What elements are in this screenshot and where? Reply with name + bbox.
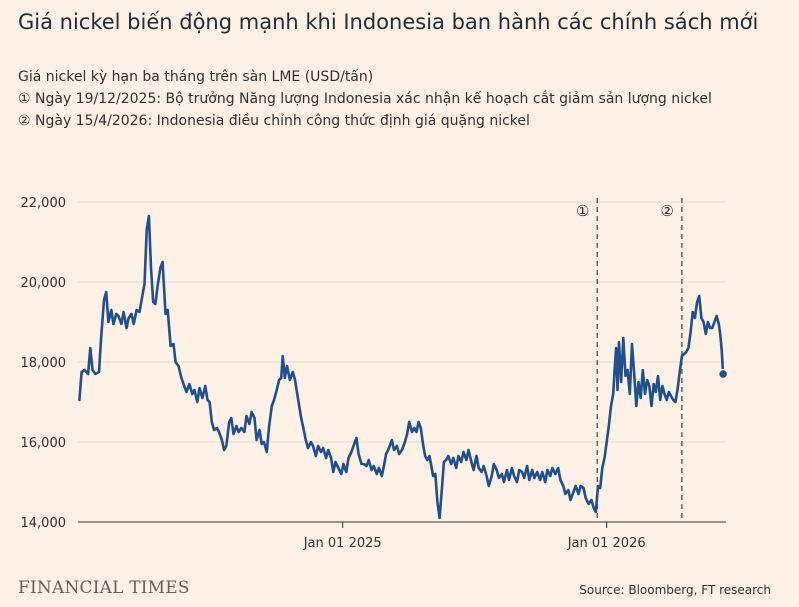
y-tick-label: 18,000 <box>21 356 67 371</box>
y-tick-label: 20,000 <box>21 276 67 291</box>
ft-logo: FINANCIAL TIMES <box>18 578 190 598</box>
subtitle-line-annotation-2: ② Ngày 15/4/2026: Indonesia điều chỉnh c… <box>18 113 530 129</box>
series-line-0 <box>78 214 725 520</box>
series-end-point <box>717 368 729 380</box>
subtitle-line-measure: Giá nickel kỳ hạn ba tháng trên sàn LME … <box>18 69 374 85</box>
x-tick-label: Jan 01 2025 <box>303 536 382 551</box>
chart-title: Giá nickel biến động mạnh khi Indonesia … <box>18 10 759 34</box>
x-tick-label: Jan 01 2026 <box>567 536 646 551</box>
annotation-marker-2: ② <box>660 202 673 220</box>
grid-lines <box>78 201 726 523</box>
axes: 14,000 16,000 18,000 20,000 22,000 Jan 01 202… <box>21 196 646 551</box>
subtitle-line-annotation-1: ① Ngày 19/12/2025: Bộ trưởng Năng lượng … <box>18 91 712 107</box>
chart-subtitle: Giá nickel kỳ hạn ba tháng trên sàn LME … <box>18 66 712 132</box>
y-tick-label: 14,000 <box>21 516 67 531</box>
source-note: Source: Bloomberg, FT research <box>579 583 771 597</box>
series <box>78 214 729 520</box>
y-tick-label: 22,000 <box>21 196 67 211</box>
y-tick-label: 16,000 <box>21 436 67 451</box>
annotation-marker-1: ① <box>576 202 589 220</box>
